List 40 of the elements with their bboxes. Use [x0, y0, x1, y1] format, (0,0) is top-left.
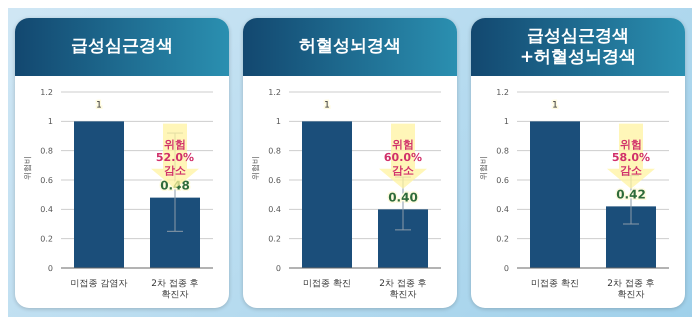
x-tick-label: 2차 접종 후 확진자	[151, 278, 199, 300]
y-tick-label: 0.2	[40, 234, 53, 244]
chart-title: 급성심근경색	[15, 18, 229, 76]
y-tick-label: 0	[48, 263, 53, 272]
x-tick-label: 미접종 감염자	[70, 278, 128, 288]
x-tick-label: 2차 접종 후 확진자	[379, 278, 427, 300]
y-tick-label: 0	[276, 263, 281, 272]
y-tick-label: 1.2	[40, 87, 53, 96]
y-tick-label: 0.6	[40, 175, 53, 184]
y-tick-label: 1	[48, 116, 53, 126]
y-axis-title: 위험비	[250, 156, 260, 180]
x-tick-label: 미접종 확진	[303, 278, 351, 288]
y-tick-label: 0.2	[268, 234, 281, 244]
chart-title: 급성심근경색 +허혈성뇌경색	[471, 18, 685, 76]
y-tick-label: 1.2	[268, 87, 281, 96]
data-label: 0.48	[160, 178, 190, 192]
y-tick-label: 0.6	[268, 175, 281, 184]
y-tick-label: 0.4	[40, 204, 53, 214]
y-tick-label: 1.2	[496, 87, 509, 96]
data-label: 1	[324, 100, 330, 110]
data-label: 1	[552, 100, 558, 110]
y-tick-label: 0.8	[496, 146, 509, 156]
x-tick-label: 2차 접종 후 확진자	[607, 278, 655, 300]
y-tick-label: 0.4	[496, 204, 509, 214]
annotation: 위험 52.0% 감소	[156, 138, 194, 177]
y-tick-label: 1	[504, 116, 509, 126]
y-tick-label: 0	[504, 263, 509, 272]
y-axis-title: 위험비	[478, 156, 488, 180]
y-axis-title: 위험비	[22, 156, 32, 180]
y-tick-label: 0.4	[268, 204, 281, 214]
y-tick-label: 0.8	[268, 146, 281, 156]
data-label: 1	[96, 100, 102, 110]
chart-title: 허혈성뇌경색	[243, 18, 457, 76]
y-tick-label: 0.8	[40, 146, 53, 156]
x-tick-label: 미접종 확진	[531, 278, 579, 288]
y-tick-label: 0.2	[496, 234, 509, 244]
annotation: 위험 60.0% 감소	[384, 138, 422, 177]
y-tick-label: 1	[276, 116, 281, 126]
y-tick-label: 0.6	[496, 175, 509, 184]
annotation: 위험 58.0% 감소	[612, 138, 650, 177]
